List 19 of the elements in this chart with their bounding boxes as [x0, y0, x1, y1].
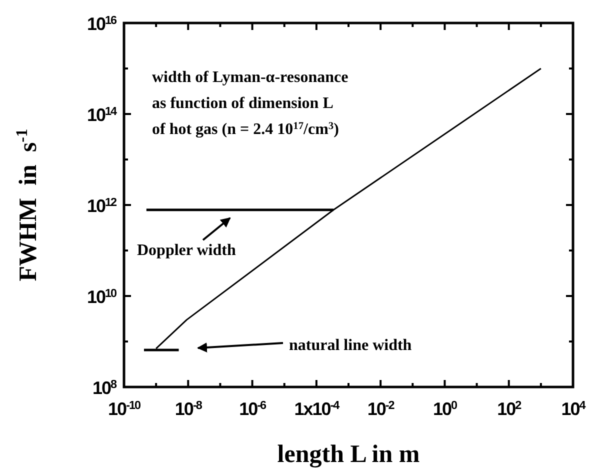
annotation: as function of dimension L [152, 95, 334, 112]
annotation: Doppler width [137, 242, 236, 259]
x-tick-label: 10$^{2}$ [497, 398, 522, 419]
x-tick-label: 10$^{-10}$ [108, 398, 142, 419]
y-tick-label: 10$^{8}$ [92, 378, 118, 398]
x-tick-label: 10$^{-8}$ [174, 398, 203, 419]
y-tick-label: 10$^{12}$ [86, 196, 118, 216]
x-tick-label: 1x10$^{-4}$ [294, 398, 340, 419]
x-tick-label: 10$^{0}$ [432, 398, 458, 419]
y-tick-label: 10$^{10}$ [86, 286, 118, 307]
annotation: of hot gas (n = 2.4 10$^{17}$/cm$^{3}$) [152, 120, 339, 138]
x-axis-title: length L in m [277, 441, 420, 468]
x-tick-label: 10$^{-6}$ [239, 398, 267, 419]
y-tick-label: 10$^{16}$ [86, 14, 118, 34]
annotation: natural line width [289, 337, 412, 354]
y-tick-label: 10$^{14}$ [86, 104, 118, 125]
x-tick-label: 10$^{-2}$ [367, 398, 396, 419]
annotation: width of Lyman-α-resonance [152, 69, 348, 86]
x-tick-label: 10$^{4}$ [561, 398, 586, 419]
